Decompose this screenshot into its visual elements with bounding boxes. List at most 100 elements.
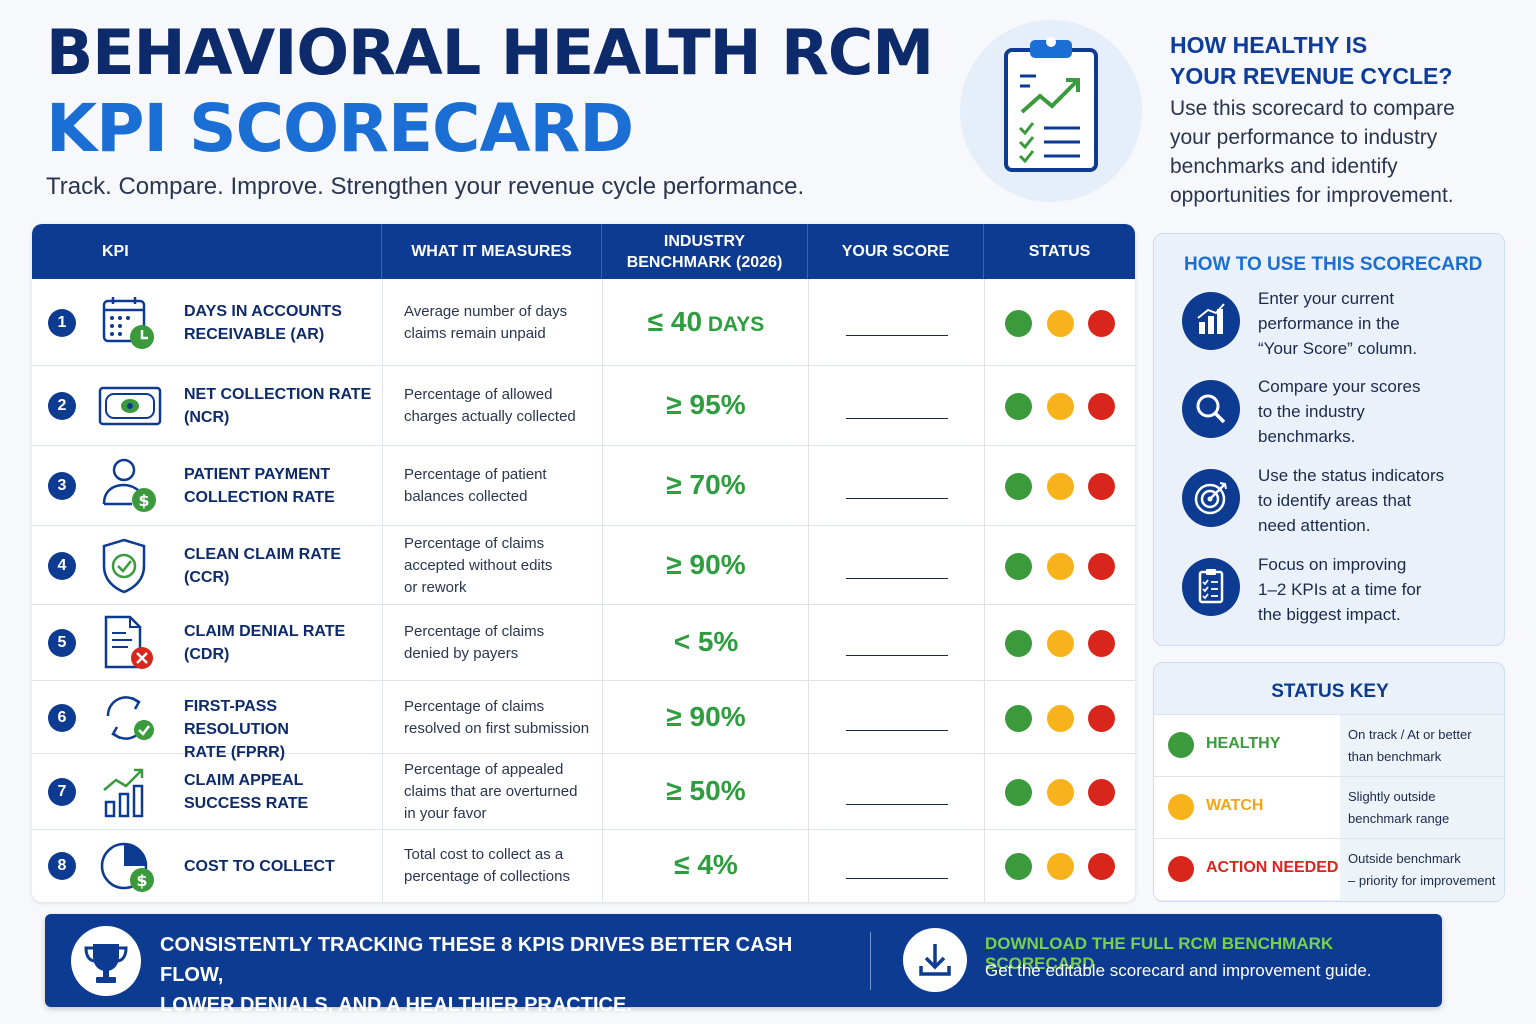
status-green-dot[interactable]	[1005, 853, 1032, 880]
shield-check-icon	[98, 538, 162, 594]
status-indicators	[1005, 309, 1115, 337]
status-yellow-dot[interactable]	[1046, 473, 1074, 500]
patient-dollar-icon: $	[98, 458, 162, 514]
kpi-description-line: Percentage of allowed	[404, 386, 553, 403]
your-score-input[interactable]	[846, 334, 948, 336]
kpi-description-line: claims remain unpaid	[404, 324, 546, 342]
kpi-description-line: balances collected	[404, 488, 528, 505]
table-row: 6 FIRST-PASS RESOLUTION RATE (FPRR) Percent…	[32, 681, 1135, 761]
your-score-input[interactable]	[846, 804, 948, 805]
kpi-name-line: CLEAN CLAIM RATE	[184, 545, 342, 563]
benchmark-number: < 5%	[673, 626, 739, 657]
status-red-dot[interactable]	[1088, 630, 1115, 657]
status-indicators	[1005, 853, 1115, 880]
your-score-input[interactable]	[846, 878, 948, 879]
status-yellow-dot[interactable]	[1046, 630, 1074, 657]
kpi-name-line: COST TO COLLECT	[184, 857, 335, 875]
how-to-step-text: Focus on improving 1–2 KPIs at a time for…	[1258, 552, 1488, 627]
benchmark-value: ≥ 90%	[603, 701, 809, 733]
page-title-line1: BEHAVIORAL HEALTH RCM	[46, 16, 934, 89]
table-row: 1 DAYS IN ACCOUNTS RECEIVABLE (AR) Average …	[32, 279, 1135, 366]
status-red-dot[interactable]	[1088, 473, 1115, 500]
header-score: YOUR SCORE	[808, 224, 984, 279]
status-key-row: WATCH Slightly outside benchmark range	[1154, 776, 1504, 839]
kpi-description-line: accepted without edits	[404, 556, 553, 574]
your-score-input[interactable]	[846, 577, 948, 579]
target-icon	[1182, 469, 1240, 527]
table-header: KPI WHAT IT MEASURES INDUSTRY BENCHMARK (…	[32, 224, 1135, 279]
benchmark-number: ≤ 40	[647, 305, 703, 337]
status-indicators	[1005, 552, 1115, 580]
status-red-dot[interactable]	[1088, 779, 1115, 806]
your-score-input[interactable]	[846, 655, 948, 656]
status-green-dot[interactable]	[1005, 552, 1032, 580]
status-red-dot[interactable]	[1088, 853, 1115, 880]
status-indicators	[1005, 630, 1115, 657]
how-to-step-line: 1–2 KPIs at a time for	[1258, 580, 1422, 599]
benchmark-number: ≥ 90%	[666, 548, 746, 580]
kpi-name-line: COLLECTION RATE	[184, 489, 335, 506]
status-green-dot[interactable]	[1005, 779, 1032, 806]
status-yellow-dot[interactable]	[1046, 393, 1074, 420]
kpi-description-line: Percentage of patient	[404, 466, 547, 483]
status-key-description-line: than benchmark	[1348, 749, 1442, 764]
status-green-dot[interactable]	[1005, 630, 1032, 657]
download-link[interactable]: DOWNLOAD THE FULL RCM BENCHMARK SCORECAR…	[985, 934, 1334, 973]
intro-text-line: your performance to industry	[1170, 126, 1438, 149]
kpi-description-line: in your favor	[404, 805, 487, 822]
banner-line1: CONSISTENTLY TRACKING THESE 8 KPIS DRIVE…	[160, 934, 793, 986]
benchmark-value: ≥ 70%	[603, 469, 809, 501]
kpi-description: Total cost to collect as a percentage of …	[404, 844, 604, 888]
status-red-dot[interactable]	[1088, 704, 1115, 732]
status-red-dot[interactable]	[1088, 552, 1115, 580]
header-status: STATUS	[1028, 243, 1091, 260]
status-yellow-dot[interactable]	[1046, 853, 1074, 880]
how-to-step-line: benchmarks.	[1258, 427, 1356, 446]
status-key-dot	[1168, 856, 1194, 882]
row-number: 6	[48, 703, 76, 732]
status-green-dot[interactable]	[1005, 473, 1032, 500]
status-green-dot[interactable]	[1005, 704, 1032, 732]
your-score-input[interactable]	[846, 729, 948, 731]
page-title-line2: KPI SCORECARD	[46, 90, 634, 167]
benchmark-value: ≤ 40 DAYS	[603, 306, 809, 338]
status-green-dot[interactable]	[1005, 309, 1032, 337]
status-key-description-line: Outside benchmark	[1348, 851, 1461, 866]
kpi-name: CLAIM DENIAL RATE (CDR)	[184, 620, 384, 666]
refresh-check-icon	[98, 690, 162, 746]
status-green-dot[interactable]	[1005, 393, 1032, 420]
kpi-description-line: Total cost to collect as a	[404, 846, 564, 863]
your-score-input[interactable]	[846, 498, 948, 499]
status-red-dot[interactable]	[1088, 393, 1115, 420]
how-to-step-text: Use the status indicators to identify are…	[1258, 463, 1488, 538]
document-x-icon	[98, 615, 162, 671]
benchmark-value: ≤ 4%	[603, 849, 809, 881]
status-yellow-dot[interactable]	[1046, 552, 1074, 580]
status-key-label: ACTION NEEDED	[1206, 859, 1339, 876]
table-row: 4 CLEAN CLAIM RATE (CCR) Percentage of clai…	[32, 526, 1135, 605]
download-icon[interactable]	[903, 928, 967, 992]
kpi-description-line: charges actually collected	[404, 408, 576, 425]
header-benchmark-line1: INDUSTRY	[663, 232, 746, 250]
status-yellow-dot[interactable]	[1046, 779, 1074, 806]
status-red-dot[interactable]	[1088, 309, 1115, 337]
kpi-description-line: Percentage of claims	[404, 534, 545, 552]
footer-banner: CONSISTENTLY TRACKING THESE 8 KPIS DRIVE…	[45, 914, 1442, 1016]
bar-chart-up-icon	[98, 764, 162, 820]
table-row: 5 CLAIM DENIAL RATE (CDR) Percentage of cla…	[32, 605, 1135, 681]
kpi-name-line: PATIENT PAYMENT	[184, 466, 331, 483]
status-key-row: ACTION NEEDED Outside benchmark – priority…	[1154, 838, 1504, 901]
benchmark-number: ≥ 95%	[666, 389, 746, 420]
your-score-input[interactable]	[846, 418, 948, 419]
status-yellow-dot[interactable]	[1046, 309, 1074, 337]
status-yellow-dot[interactable]	[1046, 704, 1074, 732]
kpi-name-line: NET COLLECTION RATE	[184, 386, 372, 403]
status-key-panel: STATUS KEY HEALTHY On track / At or bette…	[1153, 662, 1505, 902]
calendar-clock-icon	[98, 295, 162, 351]
status-key-dot	[1168, 794, 1194, 820]
kpi-description: Percentage of claims resolved on first su…	[404, 696, 604, 740]
intro-heading-line1: HOW HEALTHY IS	[1170, 32, 1368, 58]
status-key-description-line: – priority for improvement	[1348, 873, 1496, 888]
status-key-description: Slightly outside benchmark range	[1340, 777, 1504, 839]
table-row: 7 CLAIM APPEAL SUCCESS RATE Percentage of a…	[32, 754, 1135, 830]
